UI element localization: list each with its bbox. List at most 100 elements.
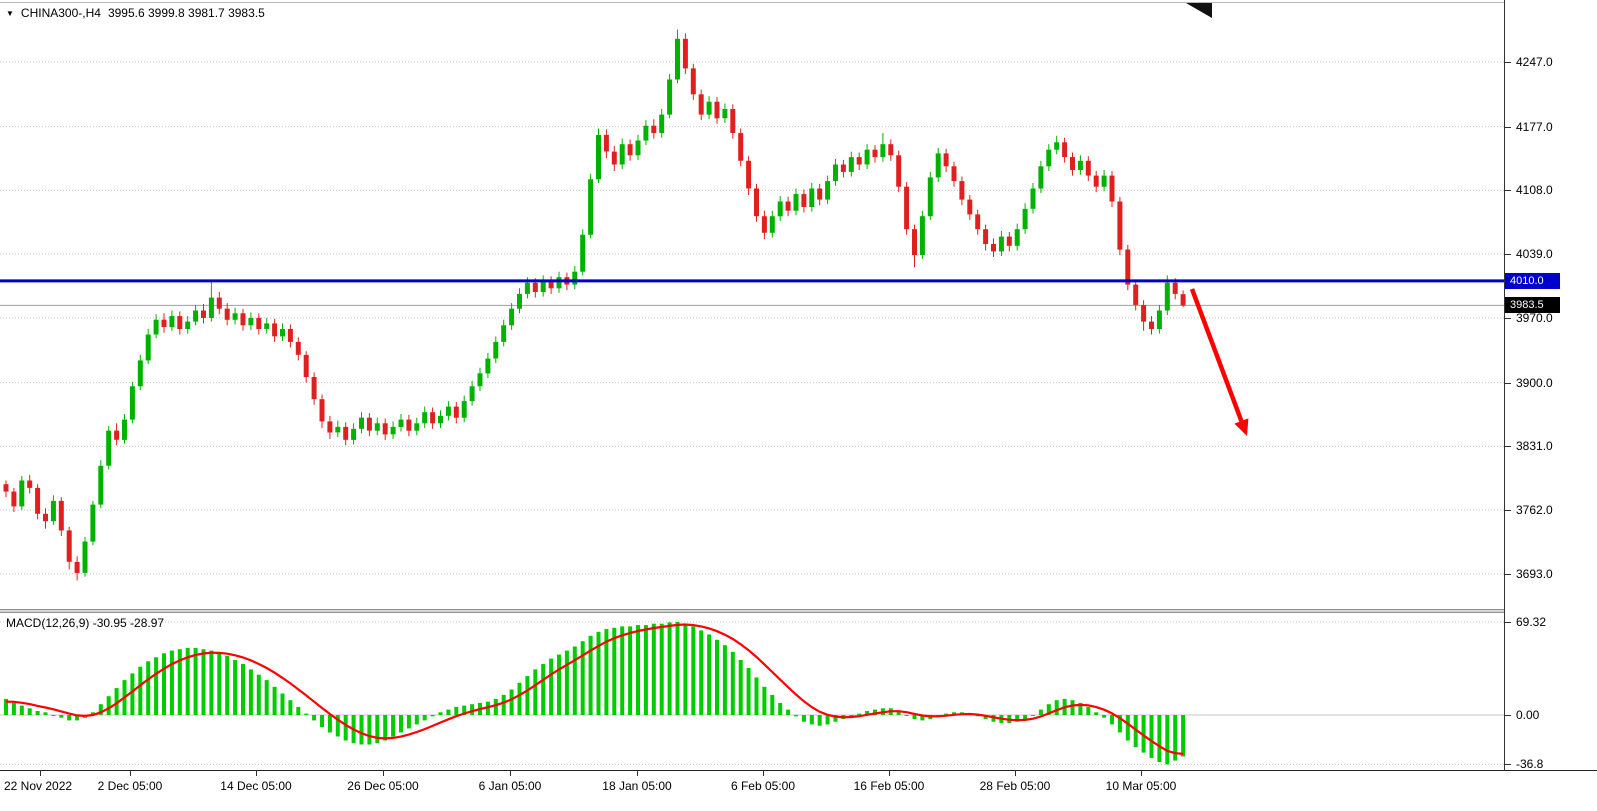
candle-body [414,423,420,431]
macd-histogram-bar [288,700,293,715]
price-axis-label: 4247.0 [1505,54,1553,69]
macd-histogram-bar [944,713,949,715]
candle-body [998,236,1004,252]
candle-body [1085,160,1091,176]
chart-shift-marker-icon[interactable] [1186,3,1212,18]
candle-body [919,216,925,255]
price-pane[interactable]: ▼ CHINA300-,H4 3995.6 3999.8 3981.7 3983… [0,0,1504,609]
macd-histogram-bar [549,658,554,715]
candle-body [635,140,641,156]
candle-body [730,109,736,133]
price-axis[interactable]: 4247.0 4177.0 4108.0 4039.0 3970.0 3900.0 3831… [1504,0,1597,772]
macd-histogram-bar [335,715,340,737]
macd-histogram-bar [699,630,704,715]
candle-body [738,133,744,161]
candle-body [106,430,112,466]
macd-histogram-bar [952,712,956,715]
macd-histogram-bar [422,715,427,721]
price-axis-label: 3831.0 [1505,439,1553,454]
candle-body [161,319,167,328]
candle-body [1172,282,1178,294]
macd-histogram-bar [177,649,182,715]
macd-histogram-bar [1165,715,1170,765]
macd-chart-canvas[interactable] [0,613,1504,770]
candle-body [319,399,325,422]
time-axis-tick [637,771,638,776]
macd-histogram-bar [51,715,56,716]
time-axis-tick [256,771,257,776]
sell-arrow-head[interactable] [1234,418,1249,436]
pane-splitter[interactable] [0,609,1597,613]
macd-histogram-bar [1078,702,1083,715]
time-axis-label: 2 Dec 05:00 [97,779,163,793]
macd-histogram-bar [691,626,696,715]
macd-histogram-bar [209,650,214,715]
macd-histogram-bar [264,680,269,715]
symbol-dropdown-icon[interactable]: ▼ [6,8,14,18]
candle-body [461,401,467,418]
macd-axis-label: -36.8 [1504,757,1544,772]
candle-body [967,199,973,215]
macd-histogram-bar [572,646,577,715]
macd-histogram-bar [1181,715,1186,757]
macd-signal-line [5,623,1184,755]
candle-body [603,134,609,152]
time-axis-tick [510,771,511,776]
candle-body [856,157,862,165]
macd-histogram-bar [683,623,688,715]
candle-body [35,487,41,514]
candle-body [90,504,96,542]
macd-histogram-bar [90,712,95,715]
candle-body [1141,305,1147,322]
macd-histogram-bar [1038,709,1043,715]
macd-histogram-bar [501,694,506,715]
candle-body [129,386,135,420]
candle-body [295,341,301,355]
candle-body [327,421,333,433]
macd-histogram-bar [1023,715,1028,719]
symbol-period-label: CHINA300-,H4 [20,6,101,20]
candle-body [596,134,601,180]
candle-body [208,297,214,318]
candle-body [137,360,143,387]
macd-histogram-bar [1125,715,1130,741]
macd-histogram-bar [67,715,72,721]
macd-histogram-bar [1173,715,1178,761]
candle-body [1156,310,1162,329]
time-axis-tick [383,771,384,776]
macd-histogram-bar [612,627,617,715]
candle-body [1101,175,1107,187]
candle-body [232,313,238,320]
macd-histogram-bar [817,715,822,726]
candle-body [722,109,728,119]
candle-body [1109,175,1115,202]
candle-body [1046,149,1052,167]
candle-body [272,323,278,337]
candle-body [438,415,443,424]
time-axis[interactable]: 22 Nov 2022 2 Dec 05:00 14 Dec 05:00 26 Dec… [0,771,1597,811]
candle-body [935,153,941,178]
macd-histogram-bar [367,715,372,745]
candle-body [1180,294,1186,306]
macd-histogram-bar [557,654,561,715]
candle-body [833,164,838,182]
macd-histogram-bar [217,653,222,715]
candle-body [532,282,538,292]
macd-indicator-label: MACD(12,26,9) -30.95 -28.97 [6,616,165,630]
candle-body [382,423,388,435]
candle-body [1030,188,1036,209]
price-axis-label: 3970.0 [1505,310,1553,325]
macd-pane[interactable]: MACD(12,26,9) -30.95 -28.97 [0,613,1504,770]
price-chart-canvas[interactable] [0,0,1504,609]
candle-body [1022,208,1028,230]
candle-body [619,144,625,165]
macd-histogram-bar [312,715,317,721]
sell-arrow-shaft[interactable] [1189,288,1244,422]
candle-body [185,321,191,329]
macd-histogram-bar [1015,715,1020,722]
macd-histogram-bar [256,674,261,715]
macd-histogram-bar [383,715,388,741]
candle-body [1006,236,1012,246]
macd-histogram-bar [430,715,435,717]
candle-body [517,293,522,309]
